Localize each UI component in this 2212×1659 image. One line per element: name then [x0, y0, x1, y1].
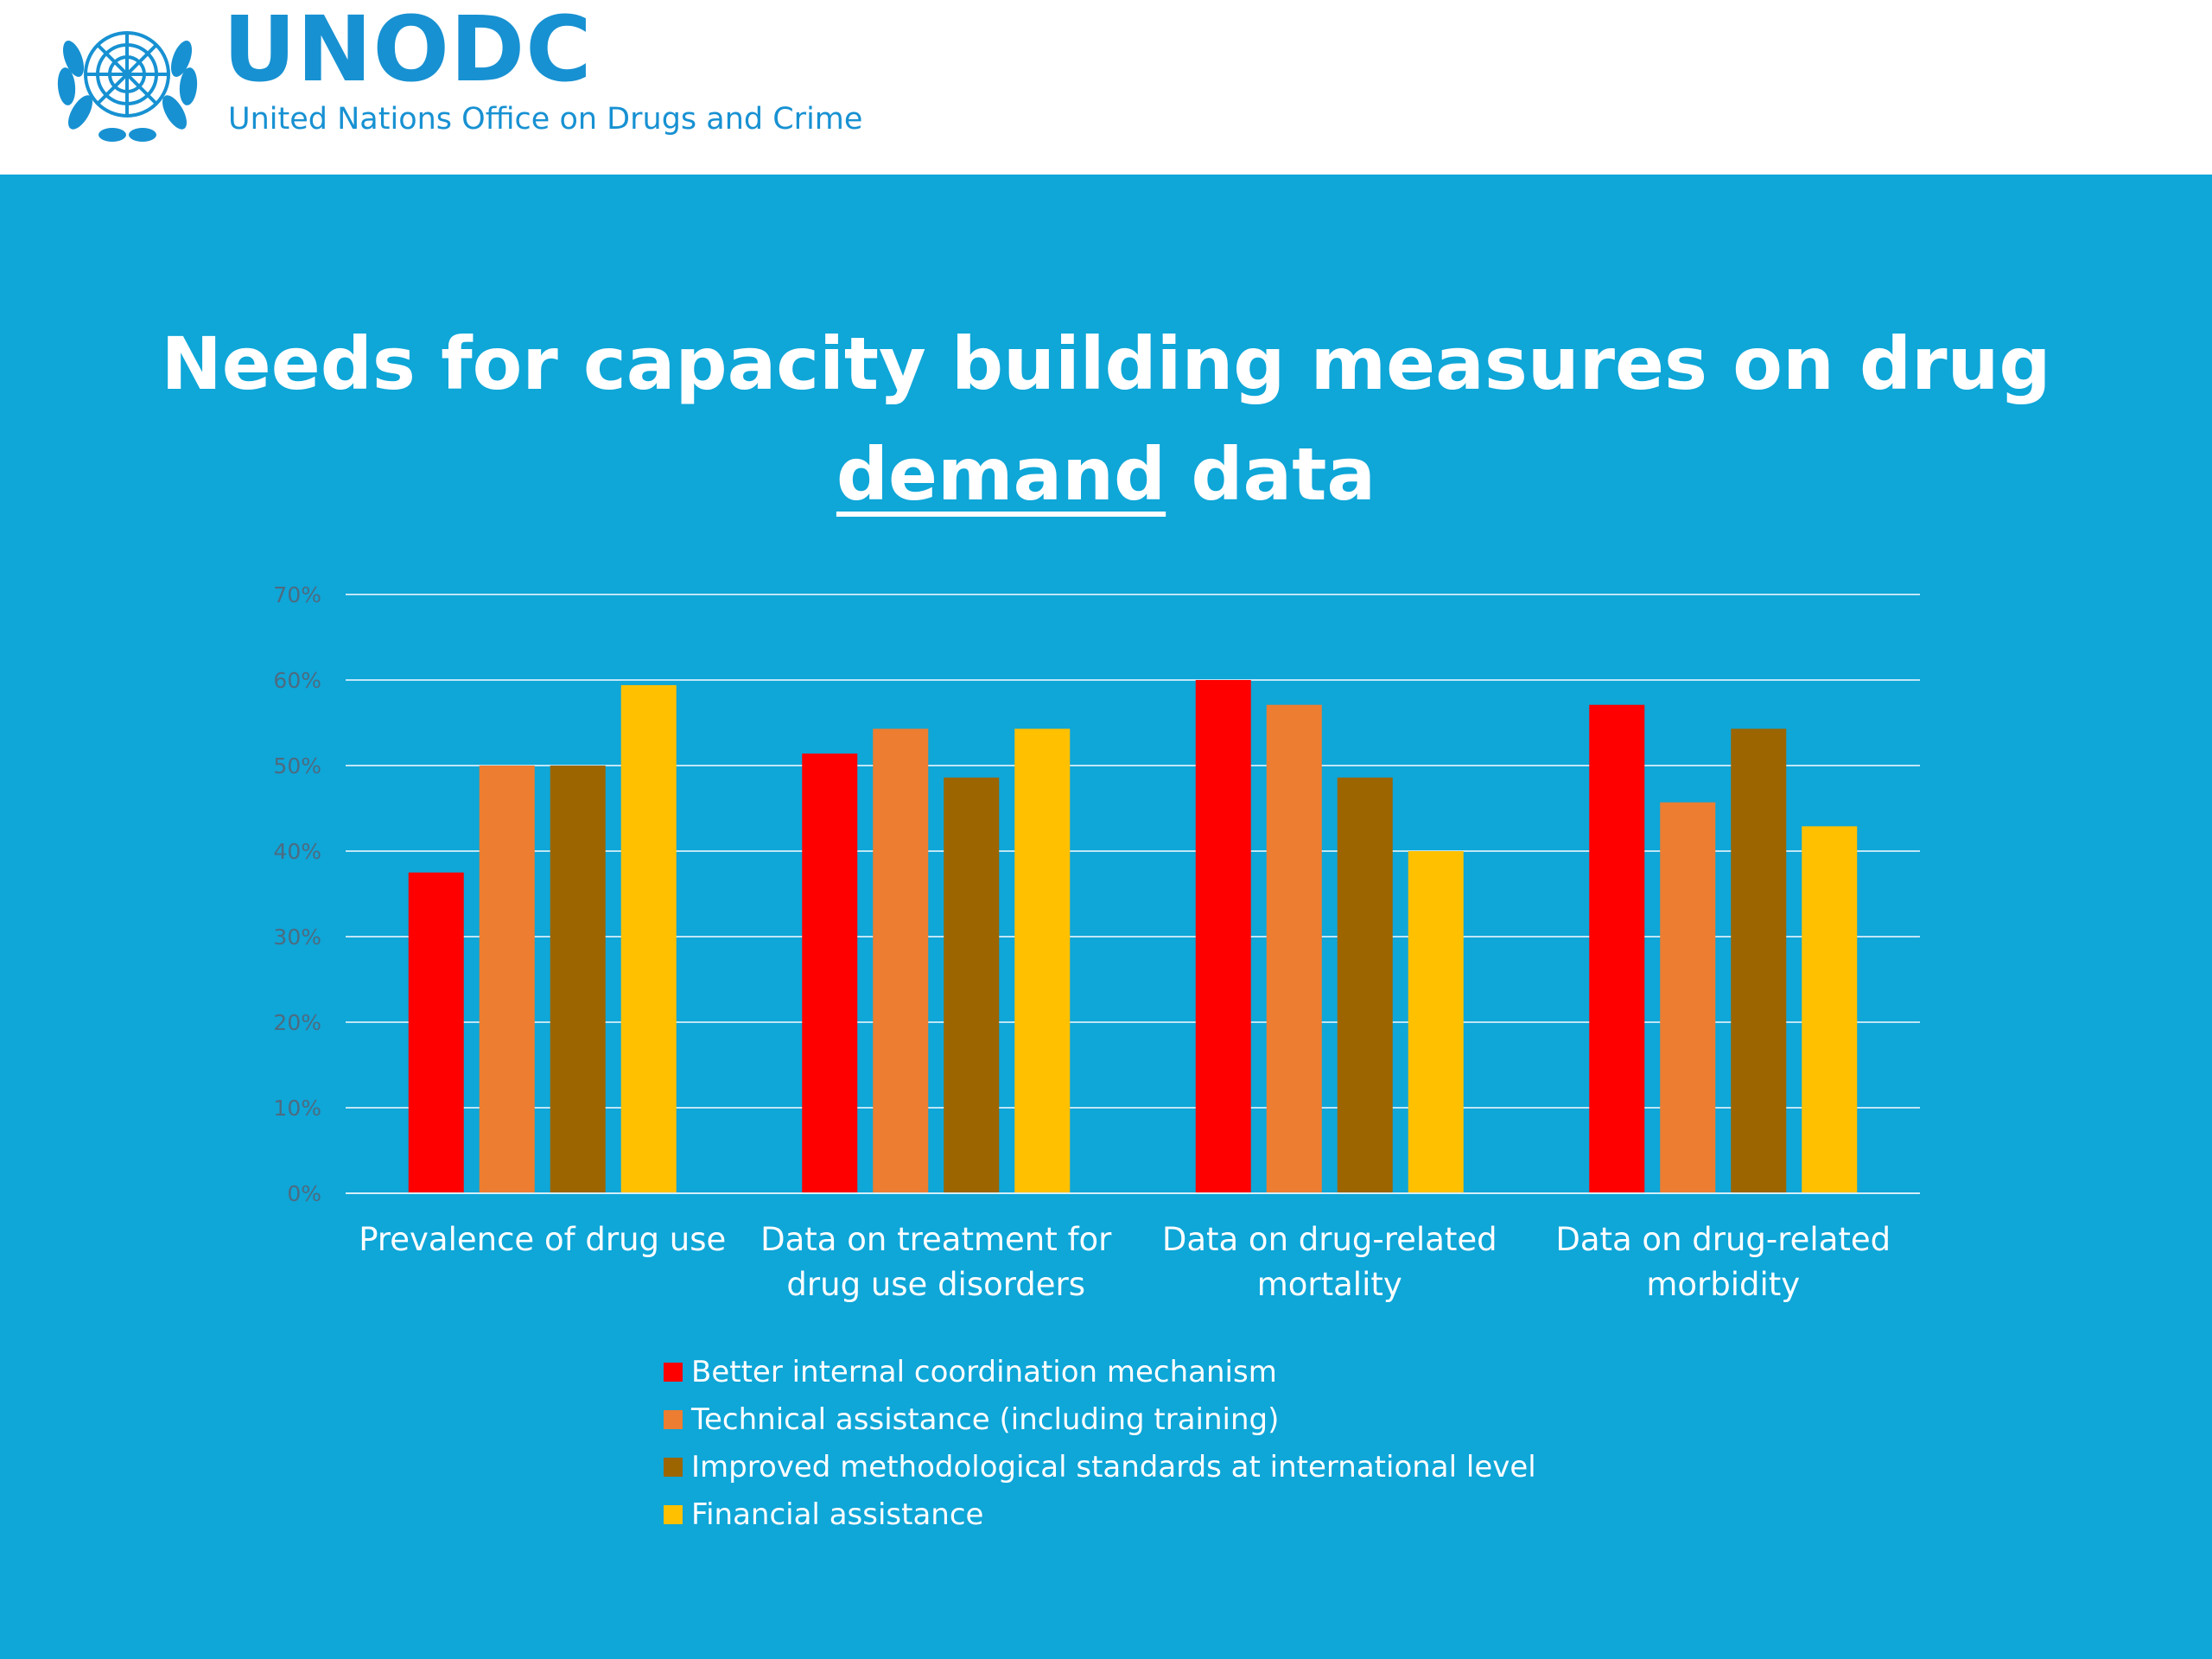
legend-label: Better internal coordination mechanism — [691, 1354, 1277, 1389]
bar — [1266, 704, 1322, 1193]
x-category-label: Data on drug-related — [1555, 1221, 1891, 1258]
y-tick-label: 70% — [273, 582, 321, 607]
legend-label: Technical assistance (including training… — [691, 1402, 1280, 1437]
slide-title-line2: demand data — [156, 420, 2056, 529]
x-category-label: Prevalence of drug use — [359, 1221, 726, 1258]
bar — [408, 872, 464, 1193]
bar — [1014, 728, 1071, 1193]
legend-swatch — [664, 1504, 683, 1524]
x-category-label: mortality — [1257, 1266, 1402, 1303]
legend-item: Financial assistance — [664, 1491, 1536, 1538]
bar — [802, 753, 858, 1193]
bar — [944, 777, 1000, 1193]
y-tick-label: 0% — [287, 1181, 321, 1206]
x-category-label: drug use disorders — [786, 1266, 1085, 1303]
bar — [620, 684, 677, 1193]
legend-swatch — [664, 1362, 683, 1382]
legend-item: Improved methodological standards at int… — [664, 1443, 1536, 1491]
x-category-label: Data on drug-related — [1162, 1221, 1497, 1258]
legend-label: Improved methodological standards at int… — [691, 1449, 1536, 1484]
y-tick-label: 20% — [273, 1010, 321, 1035]
logo-subtitle: United Nations Office on Drugs and Crime — [228, 102, 863, 137]
bar — [1731, 728, 1787, 1193]
legend-swatch — [664, 1409, 683, 1429]
y-tick-label: 40% — [273, 839, 321, 864]
x-category-label: Data on treatment for — [760, 1221, 1112, 1258]
y-tick-label: 10% — [273, 1096, 321, 1121]
slide-title-rest: data — [1166, 432, 1376, 517]
bar — [1195, 680, 1251, 1193]
legend-item: Better internal coordination mechanism — [664, 1348, 1536, 1395]
bar — [1802, 826, 1858, 1193]
header-bar: UNODC United Nations Office on Drugs and… — [0, 0, 2212, 175]
slide-title-line1: Needs for capacity building measures on … — [161, 321, 2051, 406]
legend-item: Technical assistance (including training… — [664, 1395, 1536, 1443]
bar — [1660, 802, 1716, 1193]
legend-label: Financial assistance — [691, 1497, 984, 1532]
legend-swatch — [664, 1457, 683, 1477]
bar — [873, 728, 929, 1193]
x-category-label: morbidity — [1646, 1266, 1800, 1303]
y-tick-label: 60% — [273, 668, 321, 693]
bar — [479, 766, 535, 1193]
logo-wordmark: UNODC — [223, 0, 593, 102]
bar — [1408, 851, 1464, 1193]
bar — [1589, 704, 1645, 1193]
bar-chart: 0% 10% 20% 30% 40% 50% 60% 70% Prevalence of dru… — [273, 582, 1920, 1303]
chart-legend: Better internal coordination mechanism Te… — [664, 1348, 1536, 1538]
bar — [1337, 777, 1393, 1193]
y-tick-label: 30% — [273, 925, 321, 950]
y-tick-label: 50% — [273, 753, 321, 779]
un-emblem-icon — [57, 31, 198, 142]
slide-title-underlined-word: demand — [836, 432, 1166, 517]
bar — [550, 766, 606, 1193]
